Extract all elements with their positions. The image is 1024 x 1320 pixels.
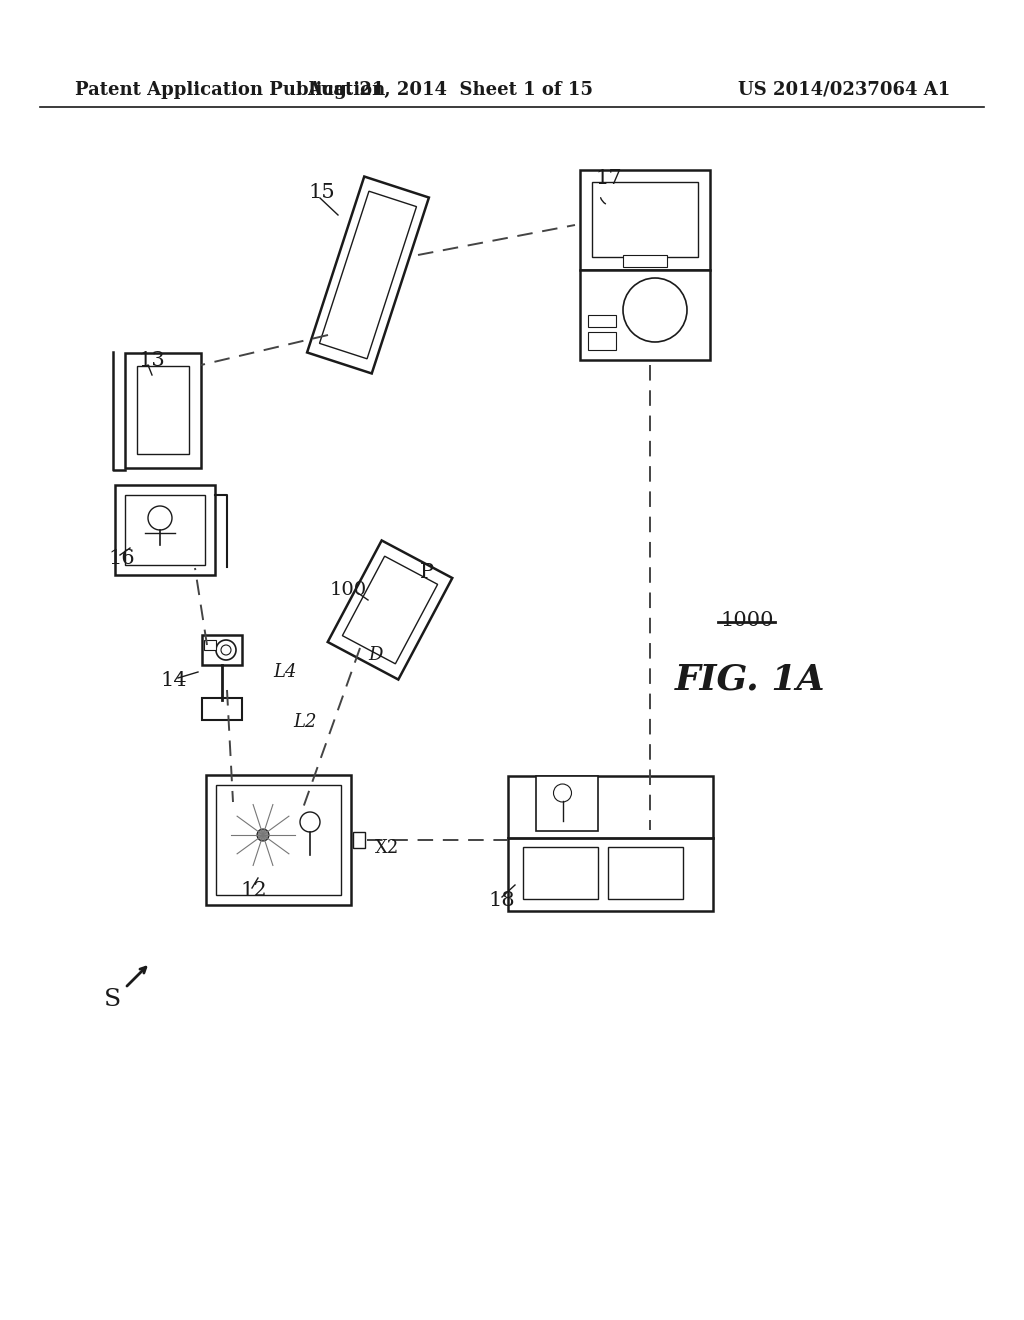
Text: 1000: 1000 bbox=[720, 611, 773, 630]
Bar bbox=[536, 776, 597, 832]
Bar bbox=[352, 832, 365, 847]
Bar bbox=[623, 255, 667, 267]
Text: L4: L4 bbox=[273, 663, 297, 681]
Text: D: D bbox=[368, 645, 382, 664]
Text: 18: 18 bbox=[488, 891, 515, 909]
Text: 13: 13 bbox=[138, 351, 165, 370]
Text: US 2014/0237064 A1: US 2014/0237064 A1 bbox=[737, 81, 950, 99]
Polygon shape bbox=[342, 556, 437, 664]
Text: 12: 12 bbox=[240, 880, 266, 899]
Bar bbox=[215, 785, 341, 895]
Bar bbox=[580, 170, 710, 271]
Bar bbox=[592, 182, 698, 257]
Text: 14: 14 bbox=[160, 671, 186, 689]
Bar bbox=[580, 271, 710, 360]
Text: 100: 100 bbox=[330, 581, 368, 599]
Bar bbox=[202, 698, 242, 719]
Bar bbox=[204, 640, 216, 649]
Polygon shape bbox=[319, 191, 417, 359]
Text: Aug. 21, 2014  Sheet 1 of 15: Aug. 21, 2014 Sheet 1 of 15 bbox=[307, 81, 593, 99]
Text: 17: 17 bbox=[595, 169, 622, 187]
Text: Patent Application Publication: Patent Application Publication bbox=[75, 81, 385, 99]
Text: L2: L2 bbox=[293, 713, 316, 731]
Bar bbox=[522, 846, 597, 899]
Text: 16: 16 bbox=[108, 549, 134, 568]
Bar bbox=[607, 846, 683, 899]
Bar bbox=[125, 495, 205, 565]
Text: X2: X2 bbox=[375, 840, 399, 857]
Bar bbox=[202, 635, 242, 665]
Text: S: S bbox=[103, 989, 121, 1011]
Text: P: P bbox=[420, 564, 434, 582]
Bar bbox=[115, 484, 215, 576]
Circle shape bbox=[257, 829, 269, 841]
Bar bbox=[588, 315, 616, 327]
Bar bbox=[588, 333, 616, 350]
Bar bbox=[137, 366, 189, 454]
Polygon shape bbox=[328, 540, 453, 680]
Text: 15: 15 bbox=[308, 182, 335, 202]
Bar bbox=[125, 352, 201, 469]
Polygon shape bbox=[307, 177, 429, 374]
Text: FIG. 1A: FIG. 1A bbox=[675, 663, 825, 697]
Bar bbox=[206, 775, 350, 906]
Bar bbox=[508, 776, 713, 911]
